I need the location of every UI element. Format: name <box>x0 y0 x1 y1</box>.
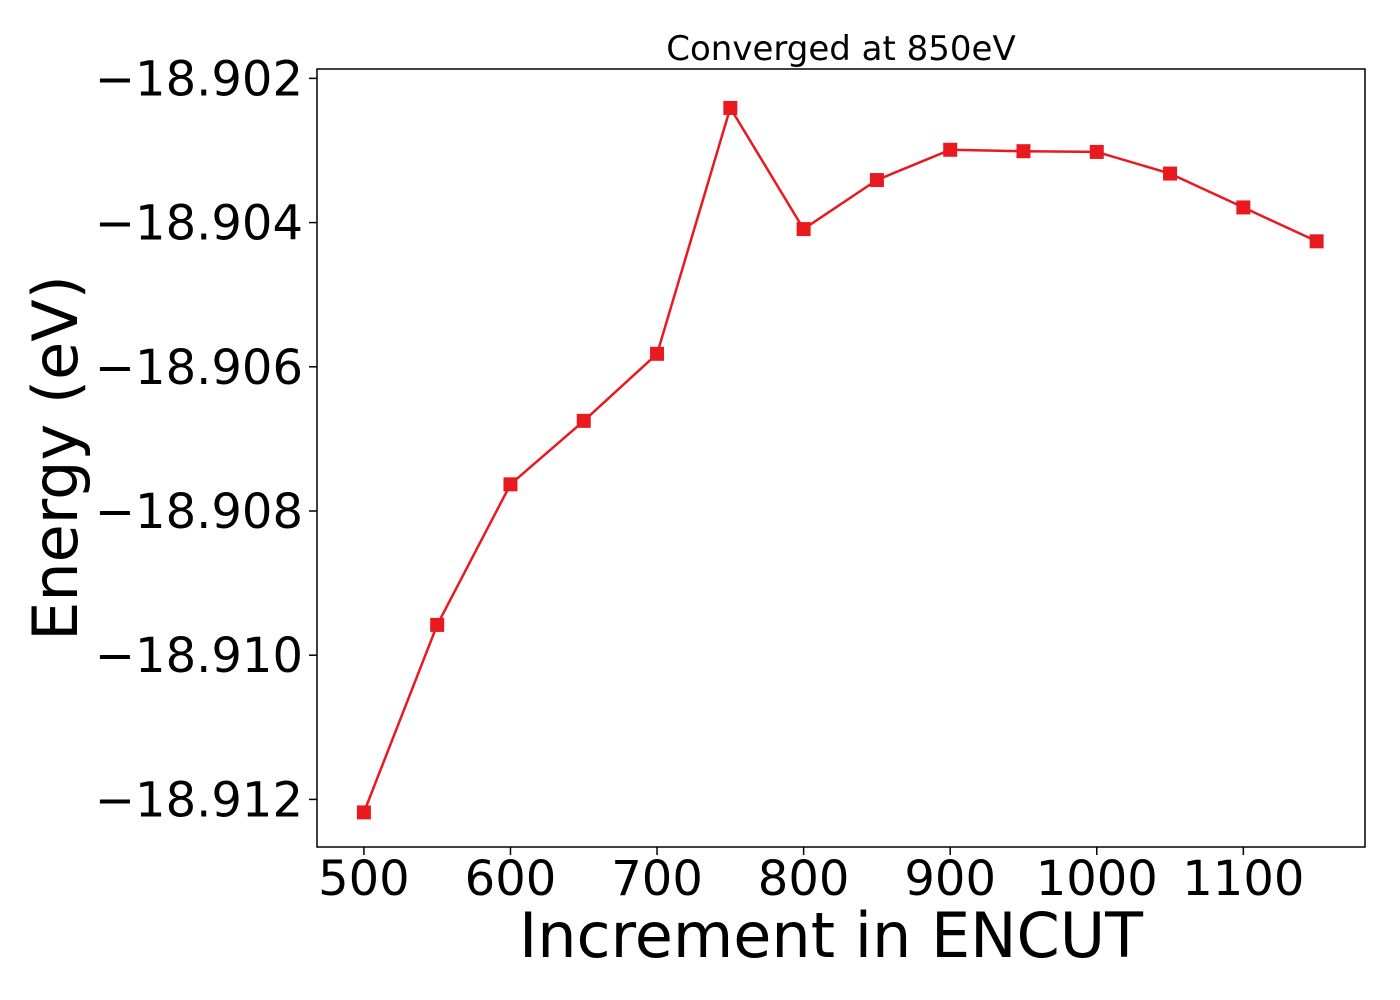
x-tick-label: 900 <box>904 851 996 907</box>
y-tick-label: −18.910 <box>95 628 303 684</box>
series-group <box>356 100 1324 820</box>
series-line <box>362 106 1318 813</box>
data-point <box>1016 144 1031 159</box>
x-tick-label: 1100 <box>1182 851 1304 907</box>
data-point <box>723 100 738 115</box>
y-tick-label: −18.902 <box>95 51 303 107</box>
x-tick-label: 500 <box>318 851 410 907</box>
chart-title: Converged at 850eV <box>666 29 1015 69</box>
data-point <box>503 477 518 492</box>
y-tick-label: −18.912 <box>95 772 303 828</box>
x-axis: 500 600 700 800 900 1000 1100 <box>318 847 1304 907</box>
y-tick-label: −18.906 <box>95 340 303 396</box>
x-tick-label: 1000 <box>1036 851 1158 907</box>
y-tick-label: −18.904 <box>95 196 303 252</box>
y-axis-title: Energy (eV) <box>19 275 92 641</box>
plot-area <box>316 68 1366 848</box>
y-tick-label: −18.908 <box>95 484 303 540</box>
data-point <box>576 413 591 428</box>
data-point <box>356 805 371 820</box>
data-point <box>1089 144 1104 159</box>
data-point <box>869 173 884 188</box>
data-point <box>1236 200 1251 215</box>
y-axis: −18.902 −18.904 −18.906 −18.908 −18.910 −18.9… <box>95 51 317 828</box>
data-point <box>1163 166 1178 181</box>
data-point <box>430 617 445 632</box>
x-tick-label: 700 <box>611 851 703 907</box>
x-tick-label: 600 <box>465 851 557 907</box>
data-point <box>1309 234 1324 249</box>
data-point <box>943 142 958 157</box>
data-point <box>650 346 665 361</box>
x-tick-label: 800 <box>758 851 850 907</box>
data-point <box>796 222 811 237</box>
x-axis-title: Increment in ENCUT <box>519 899 1144 972</box>
